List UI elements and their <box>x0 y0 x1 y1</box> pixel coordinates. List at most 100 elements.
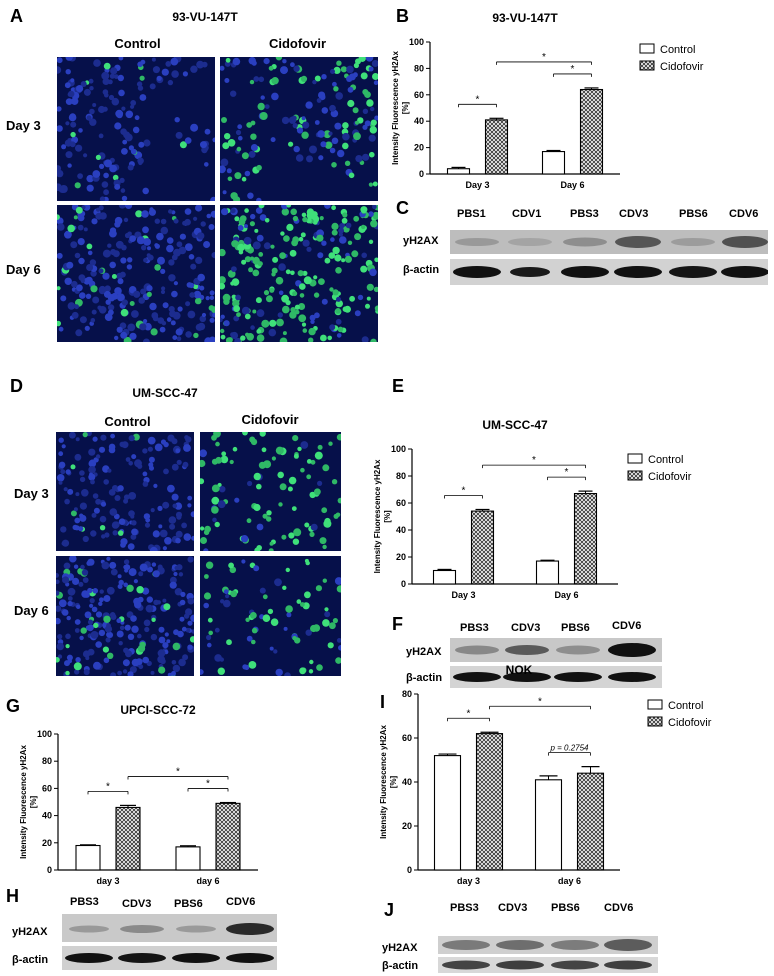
nucleus <box>230 90 237 97</box>
nucleus <box>275 668 283 676</box>
nucleus <box>86 243 93 250</box>
nucleus <box>336 585 341 593</box>
nucleus <box>317 252 324 259</box>
nucleus <box>121 195 128 201</box>
nucleus <box>321 507 328 514</box>
nucleus <box>278 263 286 271</box>
nucleus <box>222 142 230 150</box>
nucleus <box>64 82 71 89</box>
nucleus <box>167 79 174 86</box>
nucleus <box>270 618 279 626</box>
nucleus <box>244 170 251 177</box>
nucleus <box>149 465 154 471</box>
nucleus <box>313 275 318 280</box>
nucleus <box>275 446 284 455</box>
nucleus <box>244 313 251 320</box>
nucleus <box>158 626 165 633</box>
nucleus <box>127 633 135 640</box>
nucleus <box>251 639 256 645</box>
nucleus <box>255 297 262 304</box>
nucleus <box>147 246 151 251</box>
nucleus <box>292 123 298 129</box>
nucleus <box>262 513 268 519</box>
nucleus <box>225 57 231 63</box>
nucleus <box>74 628 80 633</box>
nucleus <box>209 317 215 323</box>
nucleus <box>220 455 229 464</box>
nucleus <box>220 282 226 290</box>
nucleus <box>148 208 156 216</box>
nucleus <box>221 208 229 216</box>
nucleus <box>329 287 334 292</box>
nucleus <box>253 472 261 481</box>
nucleus <box>301 116 306 121</box>
nucleus <box>77 224 84 231</box>
nucleus <box>57 286 61 291</box>
nucleus <box>138 141 145 148</box>
nucleus <box>85 625 91 631</box>
blot-J: PBS3 CDV3 PBS6 CDV6 yH2AX β-actin <box>378 900 678 976</box>
panel-A-row-day3: Day 3 <box>6 118 41 133</box>
nucleus <box>79 502 87 510</box>
nucleus <box>92 103 97 107</box>
nucleus <box>324 205 331 209</box>
nucleus <box>306 155 313 163</box>
nucleus <box>316 98 322 103</box>
nucleus <box>275 57 283 61</box>
nucleus <box>235 294 241 301</box>
nucleus <box>160 658 166 665</box>
nucleus <box>320 334 327 342</box>
x-tick-label: Day 6 <box>554 590 578 600</box>
nucleus <box>266 510 272 516</box>
y-tick-label: 20 <box>402 821 412 831</box>
nucleus <box>318 155 324 161</box>
nucleus <box>261 319 270 328</box>
nucleus <box>89 118 97 126</box>
nucleus <box>317 480 323 486</box>
nucleus <box>130 514 135 519</box>
nucleus <box>251 627 258 634</box>
nucleus <box>203 241 211 248</box>
nucleus <box>78 581 84 587</box>
nucleus <box>113 74 119 79</box>
nucleus <box>281 534 287 540</box>
nucleus <box>143 238 151 246</box>
nucleus <box>75 657 81 663</box>
nucleus <box>88 78 94 84</box>
nucleus <box>210 210 215 218</box>
nucleus <box>95 498 102 505</box>
nucleus <box>149 546 158 551</box>
nucleus <box>329 147 336 154</box>
nucleus <box>256 164 262 171</box>
y-tick-label: 40 <box>42 811 52 821</box>
nucleus <box>224 133 231 140</box>
nucleus <box>118 579 124 586</box>
nucleus <box>237 225 244 231</box>
nucleus <box>116 272 123 280</box>
nucleus <box>111 97 120 106</box>
nucleus <box>263 290 270 296</box>
nucleus <box>170 576 177 584</box>
nucleus <box>194 297 202 305</box>
nucleus <box>283 626 288 631</box>
nucleus <box>209 295 215 300</box>
nucleus <box>309 145 317 154</box>
nucleus <box>61 609 69 616</box>
nucleus <box>59 185 68 193</box>
y-tick-label: 0 <box>47 865 52 875</box>
nucleus <box>158 666 166 674</box>
nucleus <box>107 652 114 659</box>
nucleus <box>125 205 133 209</box>
nucleus <box>77 238 85 246</box>
nucleus <box>342 122 349 129</box>
micrograph-A-cidofovir-day3 <box>220 57 378 201</box>
bar-cidofovir <box>475 733 504 871</box>
nucleus <box>157 256 165 265</box>
nucleus <box>183 533 192 541</box>
nucleus <box>253 76 260 82</box>
nucleus <box>231 278 240 286</box>
nucleus <box>65 69 71 75</box>
nucleus <box>151 617 156 622</box>
nucleus <box>166 639 171 644</box>
nucleus <box>300 467 305 473</box>
